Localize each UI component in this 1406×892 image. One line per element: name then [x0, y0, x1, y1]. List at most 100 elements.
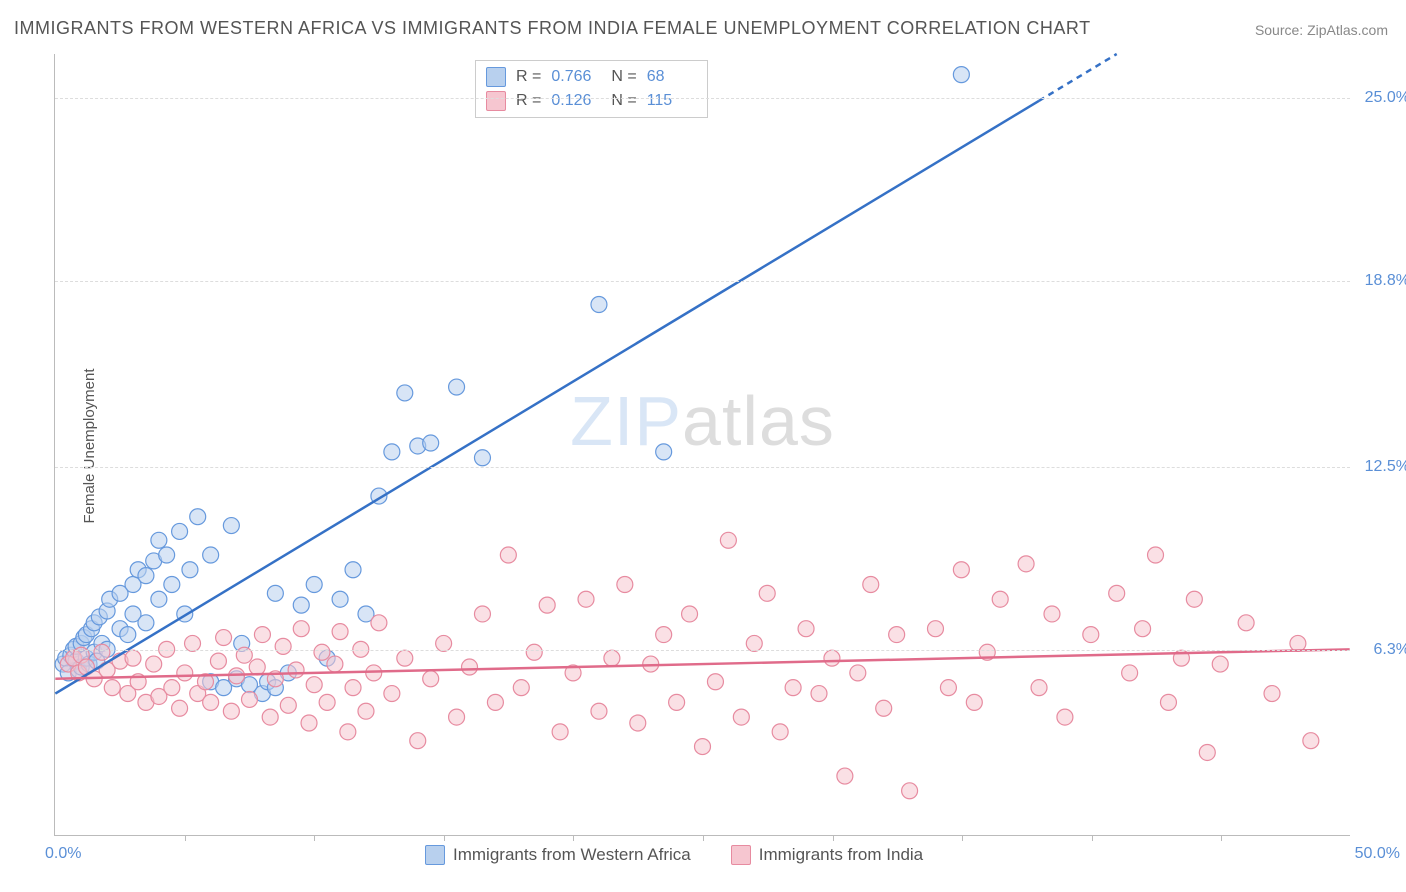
scatter-plot	[55, 54, 1350, 835]
scatter-point	[1212, 656, 1228, 672]
stats-r-label: R =	[516, 68, 541, 86]
stats-r-label: R =	[516, 92, 541, 110]
scatter-point	[306, 677, 322, 693]
scatter-point	[1303, 733, 1319, 749]
scatter-point	[146, 656, 162, 672]
gridline-h	[55, 281, 1350, 282]
stats-n-value-1: 68	[647, 68, 697, 86]
scatter-point	[474, 606, 490, 622]
swatch-series2	[486, 91, 506, 111]
scatter-point	[185, 635, 201, 651]
x-tick	[833, 835, 834, 841]
scatter-point	[164, 680, 180, 696]
scatter-point	[539, 597, 555, 613]
scatter-point	[966, 694, 982, 710]
chart-title: IMMIGRANTS FROM WESTERN AFRICA VS IMMIGR…	[14, 18, 1091, 39]
scatter-point	[876, 700, 892, 716]
scatter-point	[695, 739, 711, 755]
scatter-point	[733, 709, 749, 725]
scatter-point	[314, 644, 330, 660]
scatter-point	[210, 653, 226, 669]
bottom-legend: Immigrants from Western Africa Immigrant…	[425, 845, 923, 865]
scatter-point	[423, 435, 439, 451]
x-tick	[314, 835, 315, 841]
scatter-point	[319, 694, 335, 710]
scatter-point	[1122, 665, 1138, 681]
scatter-point	[889, 627, 905, 643]
scatter-point	[1199, 744, 1215, 760]
scatter-point	[656, 444, 672, 460]
scatter-point	[371, 615, 387, 631]
scatter-point	[462, 659, 478, 675]
scatter-point	[1186, 591, 1202, 607]
scatter-point	[902, 783, 918, 799]
scatter-point	[669, 694, 685, 710]
scatter-point	[203, 547, 219, 563]
x-tick	[1221, 835, 1222, 841]
legend-label-2: Immigrants from India	[759, 845, 923, 865]
x-tick	[444, 835, 445, 841]
scatter-point	[953, 67, 969, 83]
stats-row-series1: R = 0.766 N = 68	[486, 65, 697, 89]
scatter-point	[94, 644, 110, 660]
stats-n-label: N =	[611, 68, 636, 86]
scatter-point	[953, 562, 969, 578]
stats-r-value-1: 0.766	[551, 68, 601, 86]
scatter-point	[824, 650, 840, 666]
scatter-point	[332, 624, 348, 640]
scatter-point	[397, 385, 413, 401]
scatter-point	[223, 518, 239, 534]
scatter-point	[798, 621, 814, 637]
scatter-point	[358, 703, 374, 719]
stats-row-series2: R = 0.126 N = 115	[486, 89, 697, 113]
gridline-h	[55, 98, 1350, 99]
scatter-point	[151, 532, 167, 548]
scatter-point	[182, 562, 198, 578]
scatter-point	[345, 680, 361, 696]
scatter-point	[138, 568, 154, 584]
scatter-point	[746, 635, 762, 651]
scatter-point	[863, 577, 879, 593]
chart-area: ZIPatlas R = 0.766 N = 68 R = 0.126 N = …	[54, 54, 1350, 836]
legend-item-1: Immigrants from Western Africa	[425, 845, 691, 865]
trend-line-dashed	[1039, 54, 1117, 101]
legend-swatch-2	[731, 845, 751, 865]
scatter-point	[992, 591, 1008, 607]
x-axis-max-label: 50.0%	[1355, 845, 1400, 863]
scatter-point	[850, 665, 866, 681]
scatter-point	[1290, 635, 1306, 651]
scatter-point	[656, 627, 672, 643]
scatter-point	[241, 691, 257, 707]
scatter-point	[262, 709, 278, 725]
y-tick-label: 25.0%	[1365, 89, 1406, 107]
scatter-point	[159, 547, 175, 563]
scatter-point	[720, 532, 736, 548]
scatter-point	[449, 709, 465, 725]
scatter-point	[138, 615, 154, 631]
scatter-point	[397, 650, 413, 666]
scatter-point	[591, 297, 607, 313]
scatter-point	[293, 597, 309, 613]
y-tick-label: 12.5%	[1365, 458, 1406, 476]
scatter-point	[1057, 709, 1073, 725]
y-tick-label: 18.8%	[1365, 272, 1406, 290]
scatter-point	[759, 585, 775, 601]
scatter-point	[617, 577, 633, 593]
scatter-point	[190, 509, 206, 525]
scatter-point	[301, 715, 317, 731]
scatter-point	[151, 591, 167, 607]
scatter-point	[604, 650, 620, 666]
scatter-point	[449, 379, 465, 395]
scatter-point	[1148, 547, 1164, 563]
stats-n-label: N =	[611, 92, 636, 110]
scatter-point	[327, 656, 343, 672]
scatter-point	[500, 547, 516, 563]
scatter-point	[811, 686, 827, 702]
scatter-point	[384, 444, 400, 460]
scatter-point	[410, 733, 426, 749]
scatter-point	[526, 644, 542, 660]
scatter-point	[1018, 556, 1034, 572]
x-tick	[962, 835, 963, 841]
stats-n-value-2: 115	[647, 92, 697, 110]
scatter-point	[1109, 585, 1125, 601]
